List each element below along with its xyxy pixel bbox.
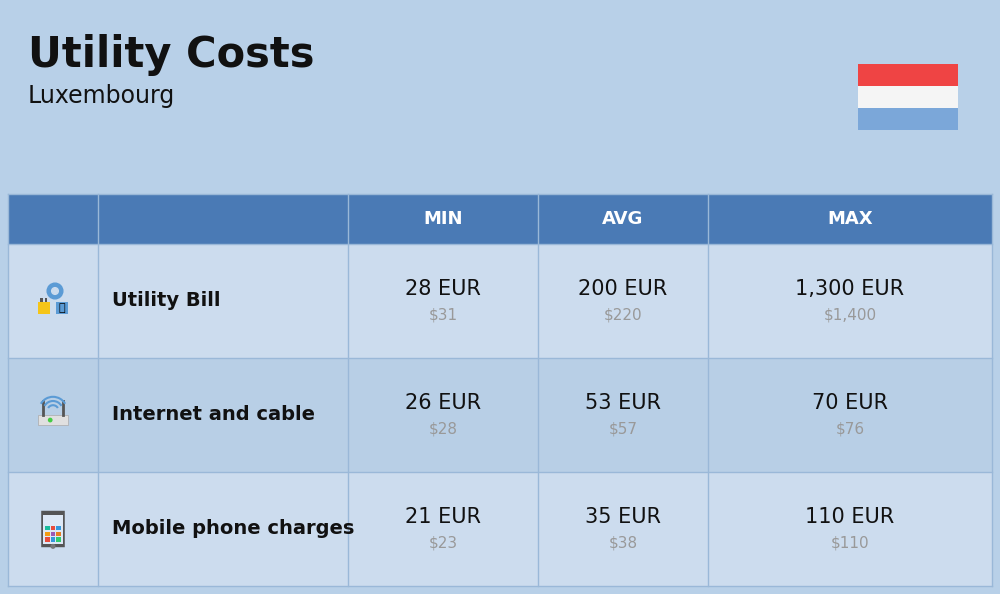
Bar <box>45 298 47 302</box>
Text: Utility Costs: Utility Costs <box>28 34 314 76</box>
Text: 21 EUR: 21 EUR <box>405 507 481 527</box>
Bar <box>56 532 61 536</box>
Text: $1,400: $1,400 <box>823 308 877 323</box>
Bar <box>40 298 43 302</box>
Bar <box>38 415 68 425</box>
Text: 26 EUR: 26 EUR <box>405 393 481 413</box>
Bar <box>8 244 992 358</box>
Bar <box>8 358 992 472</box>
Text: 200 EUR: 200 EUR <box>578 279 668 299</box>
Bar <box>51 526 55 530</box>
Circle shape <box>50 544 56 549</box>
Text: $57: $57 <box>608 422 638 437</box>
Bar <box>45 537 50 542</box>
Text: $31: $31 <box>428 308 458 323</box>
Bar <box>858 86 958 108</box>
Bar <box>38 302 50 314</box>
Text: 35 EUR: 35 EUR <box>585 507 661 527</box>
Bar <box>51 532 55 536</box>
Text: Utility Bill: Utility Bill <box>112 292 220 311</box>
Bar <box>56 526 61 530</box>
Text: Luxembourg: Luxembourg <box>28 84 175 108</box>
Text: $110: $110 <box>831 536 869 551</box>
Text: MIN: MIN <box>423 210 463 228</box>
Text: $220: $220 <box>604 308 642 323</box>
Bar <box>56 302 68 314</box>
Text: 53 EUR: 53 EUR <box>585 393 661 413</box>
Bar <box>56 537 61 542</box>
Text: AVG: AVG <box>602 210 644 228</box>
Text: $76: $76 <box>835 422 865 437</box>
Bar <box>43 515 63 544</box>
Text: Internet and cable: Internet and cable <box>112 406 315 425</box>
FancyBboxPatch shape <box>41 511 65 547</box>
Text: $38: $38 <box>608 536 638 551</box>
Bar <box>45 532 50 536</box>
Text: 1,300 EUR: 1,300 EUR <box>795 279 905 299</box>
Text: Mobile phone charges: Mobile phone charges <box>112 520 354 539</box>
Bar <box>858 64 958 86</box>
Text: 110 EUR: 110 EUR <box>805 507 895 527</box>
Circle shape <box>49 418 52 422</box>
Bar <box>51 537 55 542</box>
Text: $28: $28 <box>428 422 458 437</box>
Circle shape <box>52 287 58 295</box>
Text: 70 EUR: 70 EUR <box>812 393 888 413</box>
Text: $23: $23 <box>428 536 458 551</box>
Bar <box>858 108 958 130</box>
Bar <box>45 526 50 530</box>
Text: 💧: 💧 <box>59 303 65 313</box>
Bar <box>8 472 992 586</box>
Bar <box>8 194 992 244</box>
Text: 28 EUR: 28 EUR <box>405 279 481 299</box>
Text: MAX: MAX <box>827 210 873 228</box>
Circle shape <box>47 283 63 299</box>
